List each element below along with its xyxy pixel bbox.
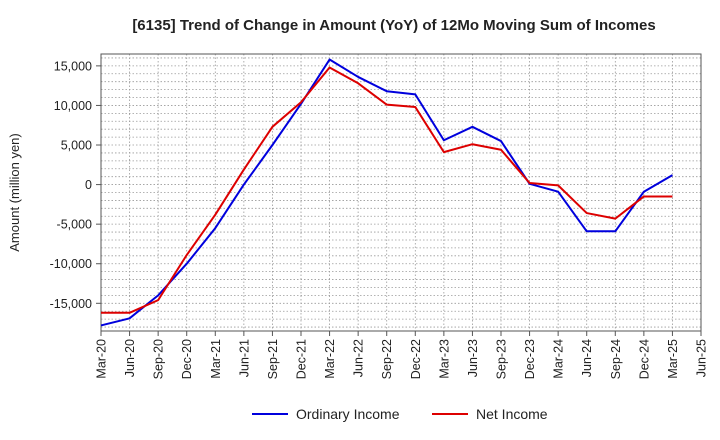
x-tick-label: Jun-20 (123, 339, 137, 377)
x-tick-label: Sep-21 (266, 339, 280, 379)
y-tick-label: -10,000 (50, 257, 92, 271)
legend: Ordinary Income Net Income (252, 406, 548, 422)
y-tick-label: 0 (85, 178, 92, 192)
x-tick-label: Mar-21 (209, 339, 223, 379)
x-tick-label: Jun-21 (237, 339, 251, 377)
plot-frame (100, 53, 702, 332)
x-tick-label: Mar-25 (666, 339, 680, 379)
x-tick-label: Sep-20 (152, 339, 166, 379)
y-axis: 15,000 10,000 5,000 0 -5,000 -10,000 -15,000 (50, 59, 101, 311)
y-tick-label: -15,000 (50, 297, 92, 311)
legend-label: Net Income (476, 406, 548, 422)
x-tick-label: Dec-22 (409, 339, 423, 379)
x-tick-label: Jun-22 (352, 339, 366, 377)
legend-label: Ordinary Income (296, 406, 400, 422)
x-tick-label: Mar-23 (437, 339, 451, 379)
x-tick-label: Jun-23 (466, 339, 480, 377)
x-tick-label: Mar-20 (95, 339, 109, 379)
x-axis: Mar-20 Jun-20 Sep-20 Dec-20 Mar-21 Jun-21 Sep-… (95, 331, 709, 379)
x-tick-label: Jun-25 (695, 339, 709, 377)
series-line-ordinary-income (100, 58, 673, 327)
x-tick-label: Sep-24 (609, 339, 623, 379)
x-tick-label: Sep-22 (380, 339, 394, 379)
grid (100, 54, 702, 331)
y-tick-label: 10,000 (54, 99, 92, 113)
x-tick-label: Dec-24 (637, 339, 651, 379)
y-tick-label: -5,000 (57, 218, 92, 232)
y-tick-label: 15,000 (54, 59, 92, 73)
x-tick-label: Dec-21 (295, 339, 309, 379)
y-axis-label: Amount (million yen) (7, 133, 22, 252)
y-tick-label: 5,000 (61, 139, 92, 153)
chart-title: [6135] Trend of Change in Amount (YoY) o… (132, 17, 655, 34)
x-tick-label: Sep-23 (495, 339, 509, 379)
x-tick-label: Mar-24 (552, 339, 566, 379)
series-line-net-income (101, 66, 673, 314)
x-tick-label: Jun-24 (580, 339, 594, 377)
x-tick-label: Dec-23 (523, 339, 537, 379)
x-tick-label: Mar-22 (323, 339, 337, 379)
series-lines (100, 58, 673, 327)
x-tick-label: Dec-20 (180, 339, 194, 379)
